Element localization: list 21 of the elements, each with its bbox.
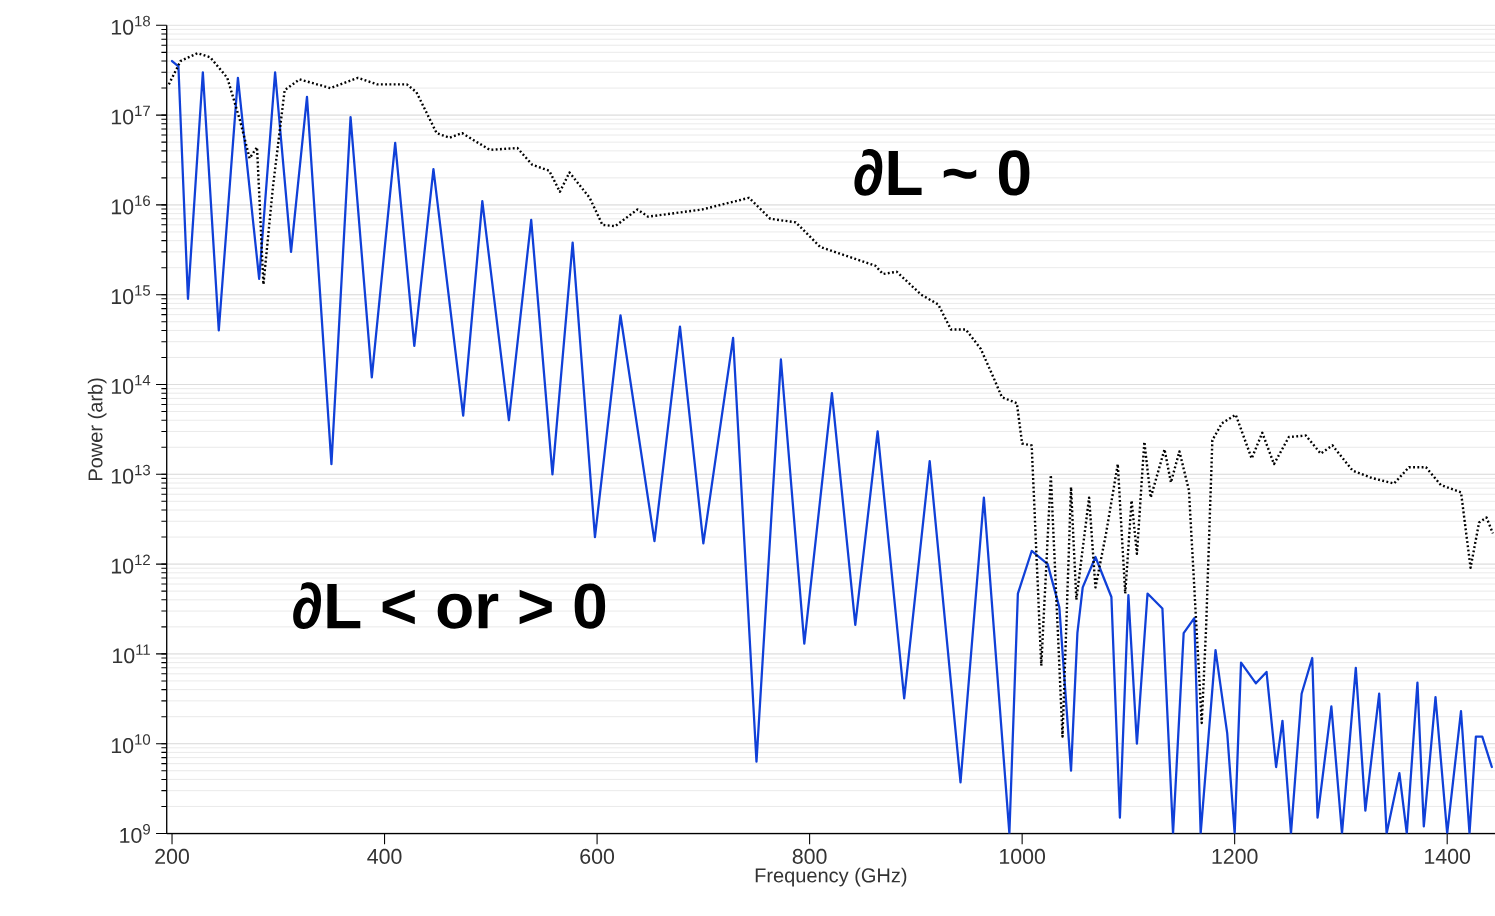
- y-tick-label: 10$^{12}$: [111, 554, 150, 574]
- y-tick-label: 10$^{11}$: [113, 644, 150, 664]
- y-tick-label: 10$^{15}$: [111, 285, 151, 305]
- y-tick-label: 10$^{9}$: [120, 823, 150, 843]
- x-tick-label: 1200: [1212, 848, 1258, 864]
- y-tick-label: 10$^{10}$: [111, 734, 151, 754]
- y-tick-label: 10$^{17}$: [111, 105, 150, 125]
- x-tick-label: 200: [155, 848, 189, 864]
- annotation: ∂L < or > 0: [293, 582, 606, 629]
- y-tick-label: 10$^{13}$: [111, 464, 151, 484]
- x-tick-label: 600: [580, 848, 615, 864]
- x-tick-label: 1000: [1000, 848, 1046, 864]
- annotation: ∂L ~ 0: [854, 148, 1030, 196]
- x-tick-label: 400: [367, 848, 402, 864]
- x-tick-label: 800: [792, 848, 827, 864]
- y-tick-label: 10$^{18}$: [111, 15, 151, 35]
- y-axis-title: Power (arb): [87, 378, 107, 480]
- x-tick-label: 1400: [1425, 848, 1471, 864]
- y-tick-label: 10$^{16}$: [111, 195, 151, 215]
- y-tick-label: 10$^{14}$: [111, 374, 151, 394]
- x-axis-title: Frequency (GHz): [755, 867, 907, 887]
